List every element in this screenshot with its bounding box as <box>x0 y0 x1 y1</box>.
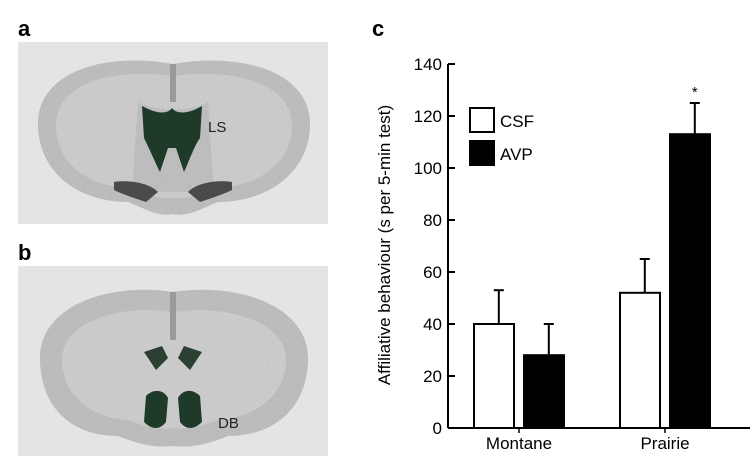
bar-csf <box>619 291 661 429</box>
y-tick-label: 60 <box>423 263 442 282</box>
significance-marker: * <box>692 84 698 101</box>
x-tick-label: Montane <box>486 434 552 453</box>
ls-label: LS <box>208 119 226 136</box>
dorsal-stain-left-b <box>144 346 168 370</box>
dorsal-stain-right-b <box>178 346 202 370</box>
legend-label-avp: AVP <box>500 145 533 164</box>
y-tick-label: 0 <box>433 419 442 438</box>
brain-section-b: DB <box>18 266 328 456</box>
panel-b-letter: b <box>18 240 32 265</box>
y-tick-label: 40 <box>423 315 442 334</box>
y-tick-label: 80 <box>423 211 442 230</box>
ventral-stain-left-a <box>114 181 158 202</box>
bar-avp <box>669 133 711 429</box>
x-tick-label: Prairie <box>640 434 689 453</box>
db-label: DB <box>218 415 239 432</box>
db-stain-right <box>178 390 202 428</box>
panel-c-letter: c <box>372 16 385 41</box>
ventral-stain-right-a <box>188 181 232 202</box>
legend-swatch-avp <box>469 140 495 166</box>
db-stain-left <box>144 390 168 428</box>
y-tick-label: 140 <box>414 55 442 74</box>
midline-a <box>170 64 176 102</box>
y-tick-label: 100 <box>414 159 442 178</box>
panel-a-letter: a <box>18 16 31 41</box>
y-axis-label: Affiliative behaviour (s per 5-min test) <box>375 105 394 385</box>
brain-section-a: LS <box>18 42 328 224</box>
bar-avp <box>523 354 565 430</box>
legend-swatch-csf <box>469 107 495 133</box>
bar-chart: 0 20 40 60 80 100 120 140 Montane Prairie * CSF AV… <box>375 55 750 453</box>
y-tick-label: 120 <box>414 107 442 126</box>
bar-csf <box>473 323 515 429</box>
y-tick-label: 20 <box>423 367 442 386</box>
midline-b <box>170 292 176 340</box>
ls-stain <box>142 106 202 172</box>
legend-label-csf: CSF <box>500 112 534 131</box>
